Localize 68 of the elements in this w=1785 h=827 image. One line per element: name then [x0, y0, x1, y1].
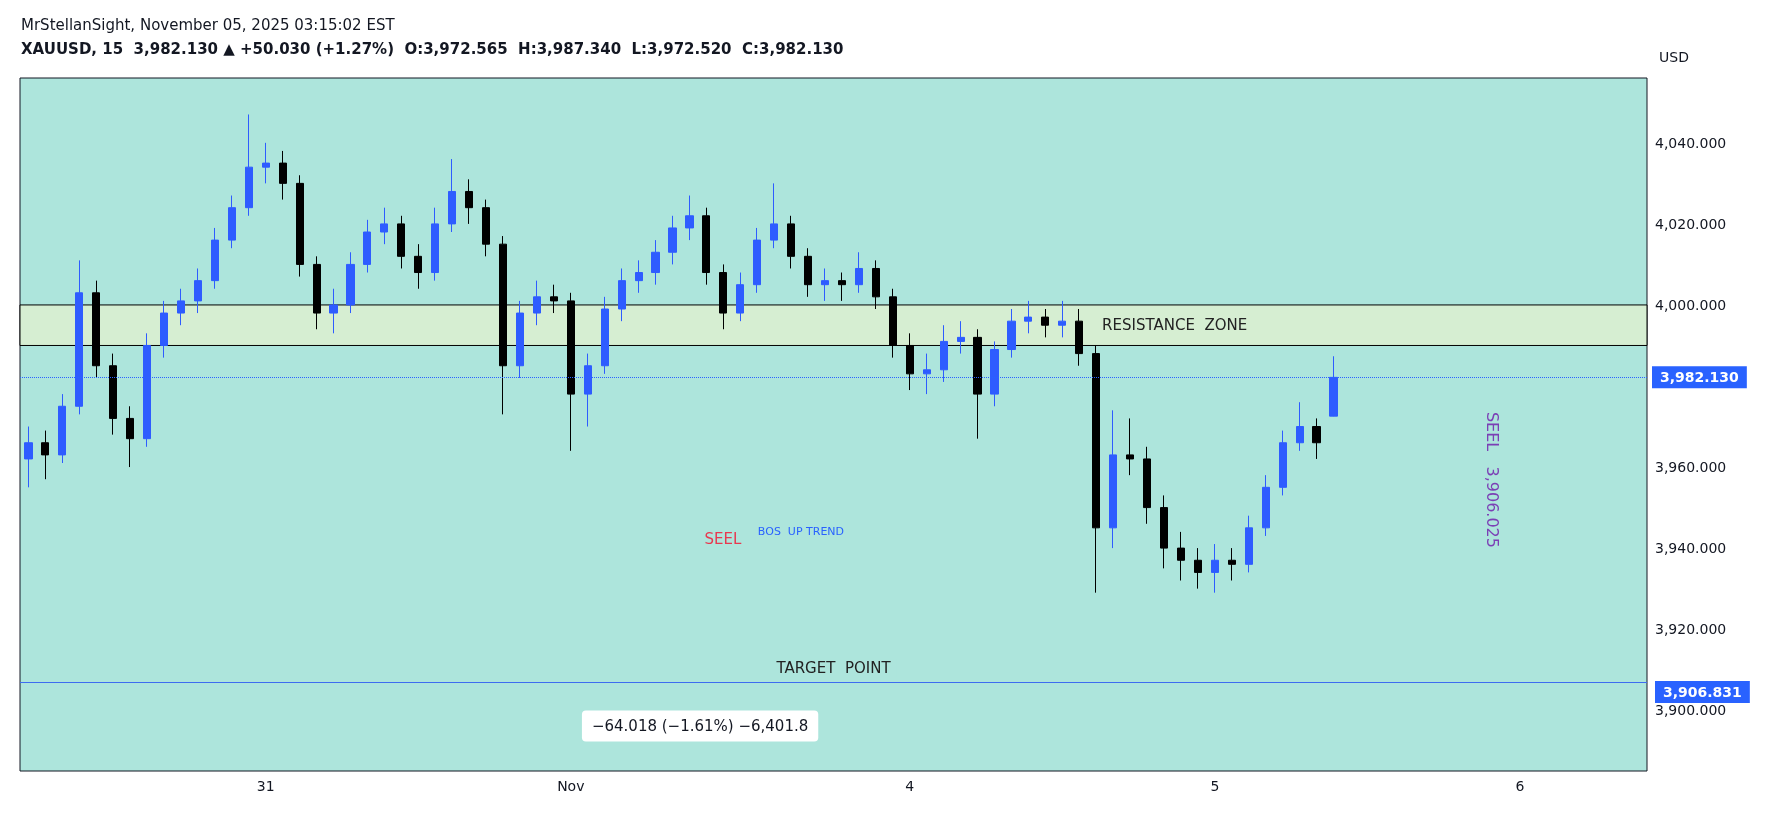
chart-subtitle: MrStellanSight, November 05, 2025 03:15:02 EST: [21, 15, 396, 34]
annotation: SEEL: [704, 529, 742, 548]
candlestick: [1160, 494, 1168, 569]
candlestick: [24, 426, 33, 488]
candlestick: [651, 239, 660, 286]
annotation: SEEL 3,906.025: [1482, 411, 1502, 548]
candlestick: [1245, 515, 1253, 573]
y-tick-label: 4,040.000: [1655, 134, 1727, 151]
y-tick-label: 3,900.000: [1655, 702, 1727, 719]
candlestick: [380, 207, 388, 245]
candlestick: [194, 267, 202, 314]
candlestick: [448, 158, 456, 233]
candlestick: [1312, 417, 1321, 460]
candlestick: [465, 178, 473, 225]
y-tick-label: 4,000.000: [1655, 296, 1727, 313]
candlestick: [855, 251, 863, 294]
candlestick: [1279, 430, 1287, 496]
text: 3,906.831: [1663, 684, 1742, 700]
candlestick: [1296, 401, 1304, 452]
x-tick-label: 31: [256, 778, 275, 794]
candlestick: [1109, 409, 1117, 549]
y-axis-title: USD: [1659, 49, 1689, 65]
candlestick: [245, 113, 253, 217]
candlestick: [770, 182, 778, 249]
x-tick-label: 4: [905, 778, 915, 794]
y-tick-label: 3,940.000: [1655, 540, 1727, 557]
x-tick-label: Nov: [557, 778, 585, 794]
candlestick: [821, 267, 829, 302]
x-tick-label: 5: [1210, 778, 1220, 794]
annotation: BOS UP TREND: [757, 525, 845, 539]
candlestick: [109, 353, 117, 436]
chart-title: XAUUSD, 15 3,982.130 ▲ +50.030 (+1.27%) O:3,972.565 H:3,987.340 L:3,972.520 C:3,982.130: [21, 39, 844, 58]
candlestick: [1228, 547, 1236, 582]
candlestick: [482, 199, 490, 257]
ref-line-label: TARGET POINT: [775, 659, 892, 678]
ref-line-label: 3,982.130: [1660, 369, 1740, 386]
x-tick-label: 6: [1515, 778, 1525, 794]
candlestick: [838, 272, 846, 302]
candlestick: [753, 227, 761, 294]
candlestick: [1143, 446, 1151, 525]
candlestick: [668, 215, 677, 265]
candlestick: [702, 207, 710, 286]
candlestick: [414, 243, 422, 290]
y-tick-label: 3,960.000: [1655, 459, 1727, 476]
candlestick: [804, 247, 812, 298]
candlestick: [431, 207, 439, 282]
candlestick: [787, 215, 795, 269]
annotation: −64.018 (−1.61%) −6,401.8: [591, 716, 809, 735]
candlestick: [126, 405, 134, 468]
candlestick: [58, 393, 66, 464]
candlestick: [685, 195, 694, 241]
candlestick: [262, 142, 270, 184]
candlestick: [346, 251, 355, 314]
y-tick-label: 3,920.000: [1655, 621, 1727, 638]
candlestick: [228, 195, 236, 249]
candlestick: [1126, 417, 1134, 476]
candlestick: [211, 227, 219, 290]
candlestick: [1194, 547, 1202, 590]
candlestick: [296, 174, 304, 278]
candlestick: [397, 215, 405, 269]
y-tick-label: 4,020.000: [1655, 215, 1727, 232]
candlestick: [1211, 543, 1219, 594]
candlestick: [1262, 474, 1270, 537]
candlestick: [279, 150, 287, 201]
candlestick: [635, 259, 643, 294]
candlestick: [1177, 531, 1185, 582]
candlestick: [363, 219, 371, 274]
candlestick: [41, 430, 49, 480]
